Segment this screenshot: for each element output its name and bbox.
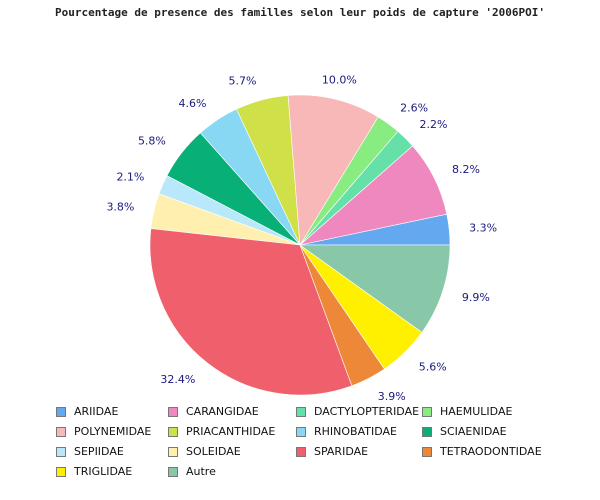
legend-label: DACTYLOPTERIDAE (314, 405, 420, 418)
pie-label-autre: 9.9% (462, 291, 490, 304)
legend-swatch (56, 406, 66, 417)
legend-item-triglidae: TRIGLIDAE (56, 464, 168, 479)
pie-label-rhinobatidae: 4.6% (179, 97, 207, 110)
pie-label-triglidae: 5.6% (419, 361, 447, 374)
legend-label: CARANGIDAE (186, 405, 259, 418)
pie-label-ariidae: 3.3% (469, 221, 497, 234)
legend-swatch (422, 406, 432, 417)
pie-slice-autre (299, 244, 451, 333)
legend-item-rhinobatidae: RHINOBATIDAE (296, 424, 422, 439)
legend-swatch (56, 426, 66, 437)
legend-label: SCIAENIDAE (440, 425, 507, 438)
legend-label: Autre (186, 465, 216, 478)
chart-title: Pourcentage de presence des familles sel… (54, 6, 546, 19)
pie-label-sepiidae: 2.1% (116, 171, 144, 184)
legend-swatch (296, 426, 306, 437)
legend-label: SPARIDAE (314, 445, 369, 458)
legend-item-soleidae: SOLEIDAE (168, 444, 296, 459)
legend-label: TETRAODONTIDAE (440, 445, 542, 458)
legend-item-carangidae: CARANGIDAE (168, 404, 296, 419)
legend-swatch (168, 446, 178, 457)
legend-item-sciaenidae: SCIAENIDAE (422, 424, 572, 439)
legend-label: PRIACANTHIDAE (186, 425, 276, 438)
legend-item-polynemidae: POLYNEMIDAE (56, 424, 168, 439)
legend-item-ariidae: ARIIDAE (56, 404, 168, 419)
legend-label: SEPIIDAE (74, 445, 124, 458)
legend-label: SOLEIDAE (186, 445, 241, 458)
legend-label: TRIGLIDAE (74, 465, 133, 478)
pie-label-soleidae: 3.8% (106, 200, 134, 213)
pie-label-dactylopteridae: 2.2% (420, 118, 448, 131)
legend-swatch (56, 446, 66, 457)
legend-item-haemulidae: HAEMULIDAE (422, 404, 572, 419)
legend-item-sepiidae: SEPIIDAE (56, 444, 168, 459)
pie-slice-polynemidae (287, 94, 379, 246)
legend-label: HAEMULIDAE (440, 405, 513, 418)
pie-label-sciaenidae: 5.8% (138, 135, 166, 148)
legend: ARIIDAE CARANGIDAE DACTYLOPTERIDAE HAEMULID… (56, 404, 596, 479)
legend-swatch (56, 466, 66, 477)
pie-slice-sparidae (149, 228, 353, 396)
legend-label: RHINOBATIDAE (314, 425, 397, 438)
legend-swatch (422, 446, 432, 457)
legend-swatch (422, 426, 432, 437)
legend-swatch (168, 406, 178, 417)
legend-label: POLYNEMIDAE (74, 425, 152, 438)
legend-swatch (296, 406, 306, 417)
legend-item-sparidae: SPARIDAE (296, 444, 422, 459)
pie-label-haemulidae: 2.6% (400, 102, 428, 115)
legend-item-priacanthidae: PRIACANTHIDAE (168, 424, 296, 439)
pie-label-carangidae: 8.2% (452, 163, 480, 176)
pie-label-polynemidae: 10.0% (322, 74, 357, 87)
legend-swatch (296, 446, 306, 457)
pie-label-tetraodontidae: 3.9% (378, 390, 406, 403)
legend-item-tetraodontidae: TETRAODONTIDAE (422, 444, 572, 459)
legend-swatch (168, 466, 178, 477)
pie-label-priacanthidae: 5.7% (229, 75, 257, 88)
pie-label-sparidae: 32.4% (160, 373, 195, 386)
legend-label: ARIIDAE (74, 405, 119, 418)
legend-item-autre: Autre (168, 464, 296, 479)
legend-item-dactylopteridae: DACTYLOPTERIDAE (296, 404, 422, 419)
legend-swatch (168, 426, 178, 437)
